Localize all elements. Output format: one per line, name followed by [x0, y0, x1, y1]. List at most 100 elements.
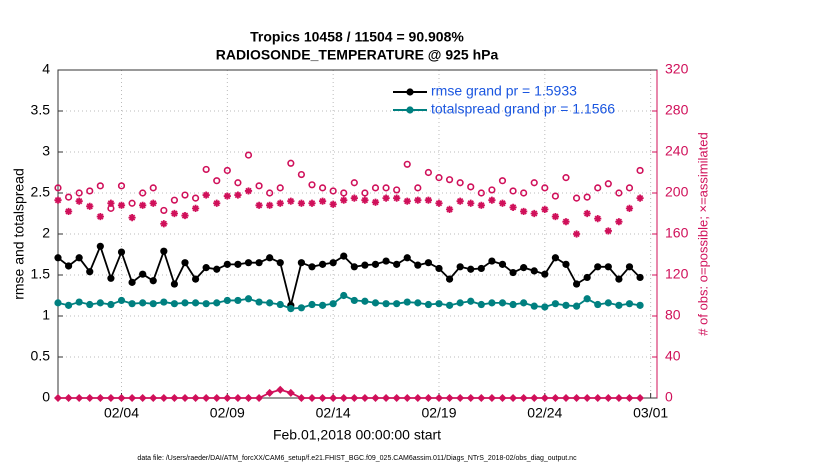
marker	[382, 394, 391, 402]
marker	[414, 299, 422, 307]
marker	[594, 184, 602, 192]
y-tick-label: 3.5	[31, 102, 51, 118]
marker	[170, 300, 179, 308]
marker	[509, 300, 517, 309]
marker	[160, 298, 168, 306]
marker	[234, 260, 242, 268]
marker	[350, 394, 359, 402]
marker	[445, 394, 454, 402]
marker	[393, 300, 401, 308]
marker	[75, 189, 83, 197]
marker	[424, 168, 433, 177]
marker	[477, 189, 485, 197]
marker	[615, 301, 623, 309]
marker	[213, 177, 221, 185]
marker	[308, 263, 316, 271]
marker	[350, 263, 358, 271]
marker	[297, 394, 306, 402]
marker	[128, 278, 136, 286]
marker	[371, 299, 380, 307]
y-tick-label: 3	[42, 143, 50, 159]
marker	[160, 206, 168, 215]
marker	[382, 300, 390, 308]
marker	[128, 394, 137, 402]
marker	[64, 394, 73, 402]
marker	[276, 184, 284, 192]
marker	[445, 205, 454, 213]
marker	[498, 177, 507, 185]
marker	[297, 199, 306, 207]
marker	[255, 201, 263, 209]
source-note: data file: /Users/raeder/DAI/ATM_forcXX/…	[137, 455, 577, 462]
marker	[64, 262, 73, 270]
y-tick-label: 1	[42, 307, 50, 323]
marker	[382, 194, 390, 202]
marker	[583, 193, 591, 201]
marker	[572, 230, 581, 238]
marker	[361, 189, 369, 197]
marker	[191, 194, 200, 202]
marker	[636, 394, 645, 402]
marker	[371, 394, 380, 402]
marker	[530, 179, 538, 187]
marker	[551, 192, 560, 200]
marker	[223, 192, 231, 200]
marker	[255, 182, 263, 190]
y-tick-label: 2.5	[31, 184, 51, 200]
marker	[424, 259, 433, 267]
marker	[604, 263, 612, 271]
marker	[318, 260, 327, 268]
marker	[255, 394, 264, 402]
marker	[414, 184, 422, 192]
marker	[329, 300, 337, 308]
marker	[339, 394, 348, 402]
marker	[149, 199, 157, 207]
marker	[318, 394, 327, 402]
marker	[223, 296, 231, 305]
marker	[393, 186, 401, 194]
marker	[594, 215, 602, 223]
marker	[424, 300, 433, 309]
marker	[329, 394, 338, 402]
marker	[594, 263, 602, 271]
marker	[54, 196, 62, 204]
marker	[424, 196, 433, 204]
marker	[361, 196, 369, 204]
y2-tick-label: 80	[665, 307, 681, 323]
marker	[509, 187, 517, 195]
marker	[435, 300, 443, 308]
marker	[614, 394, 623, 402]
marker	[213, 265, 221, 273]
marker	[266, 189, 274, 197]
marker	[340, 189, 348, 197]
marker	[435, 264, 443, 273]
marker	[191, 275, 200, 283]
marker	[318, 184, 327, 192]
marker	[170, 196, 179, 204]
marker	[477, 201, 485, 209]
marker	[498, 199, 507, 207]
marker	[128, 214, 136, 222]
y-tick-label: 2	[42, 225, 50, 241]
y2-tick-label: 40	[665, 348, 681, 364]
y2-tick-label: 240	[665, 143, 689, 159]
marker	[181, 259, 189, 267]
marker	[403, 298, 411, 306]
marker	[413, 394, 422, 402]
marker	[54, 184, 62, 192]
marker	[329, 259, 337, 267]
marker	[414, 261, 422, 269]
marker	[406, 106, 414, 114]
marker	[149, 277, 157, 285]
marker	[276, 300, 284, 309]
marker	[467, 199, 475, 207]
marker	[96, 299, 104, 307]
marker	[392, 394, 401, 402]
marker	[530, 267, 538, 275]
marker	[265, 388, 274, 397]
marker	[266, 254, 274, 262]
marker	[233, 394, 242, 402]
y2-tick-label: 0	[665, 389, 673, 405]
marker	[107, 199, 115, 207]
y-axis-label: rmse and totalspread	[11, 168, 27, 300]
